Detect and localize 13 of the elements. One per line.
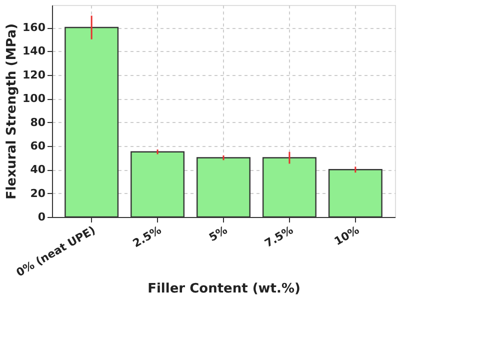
y-tick-label: 0 xyxy=(38,210,46,224)
y-tick-label: 140 xyxy=(22,44,46,58)
y-tick-label: 100 xyxy=(22,92,46,106)
y-tick-label: 120 xyxy=(22,68,46,82)
y-tick-label: 40 xyxy=(30,163,46,176)
x-tick-label: 10% xyxy=(332,224,362,248)
y-axis-title: Flexural Strength (MPa) xyxy=(4,23,20,200)
y-tick-label: 60 xyxy=(30,139,46,152)
y-tick-label: 80 xyxy=(30,116,46,129)
y-tick-label: 20 xyxy=(30,186,46,200)
y-tick-label: 160 xyxy=(22,21,46,34)
x-axis-title: Filler Content (wt.%) xyxy=(148,281,300,296)
x-tick-label: 5% xyxy=(206,224,230,244)
